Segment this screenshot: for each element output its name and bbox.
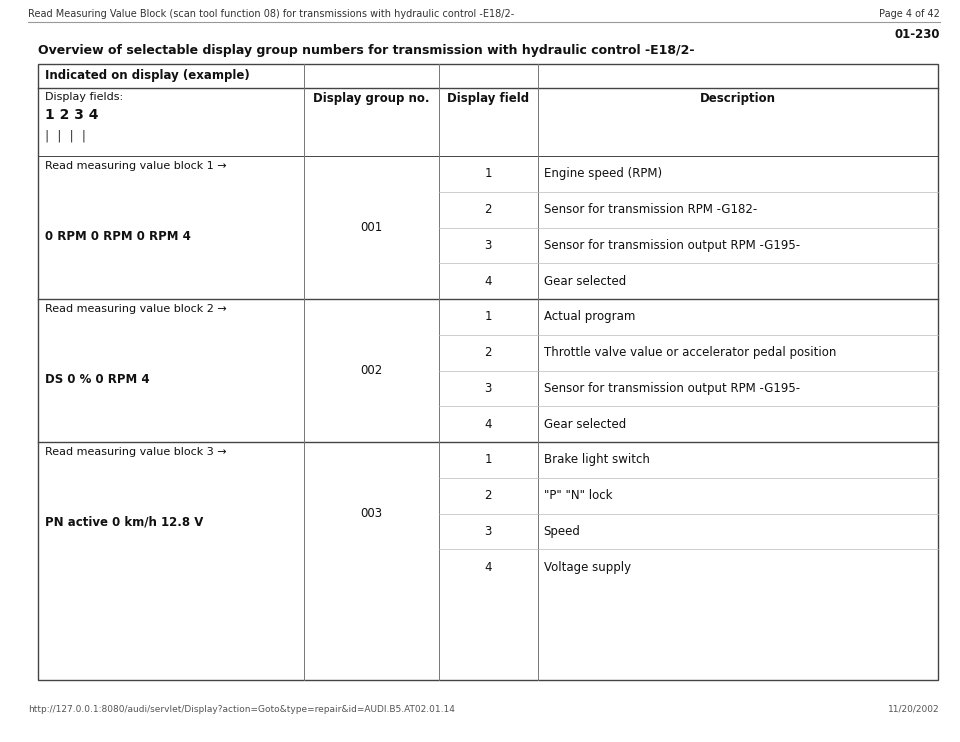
Text: 1: 1 xyxy=(484,168,492,180)
Text: 1: 1 xyxy=(484,453,492,467)
Text: Brake light switch: Brake light switch xyxy=(543,453,649,467)
Text: Display fields:: Display fields: xyxy=(45,92,123,102)
Text: 3: 3 xyxy=(484,525,492,538)
Text: Read measuring value block 1 →: Read measuring value block 1 → xyxy=(45,161,227,171)
Text: 2: 2 xyxy=(484,203,492,216)
Text: Read measuring value block 3 →: Read measuring value block 3 → xyxy=(45,447,227,457)
Text: Gear selected: Gear selected xyxy=(543,418,626,430)
Text: Engine speed (RPM): Engine speed (RPM) xyxy=(543,168,661,180)
Text: 4: 4 xyxy=(484,418,492,430)
Text: Actual program: Actual program xyxy=(543,310,635,324)
Text: Read measuring value block 2 →: Read measuring value block 2 → xyxy=(45,304,227,314)
Text: Overview of selectable display group numbers for transmission with hydraulic con: Overview of selectable display group num… xyxy=(38,44,694,57)
Text: Throttle valve value or accelerator pedal position: Throttle valve value or accelerator peda… xyxy=(543,346,836,359)
Text: Sensor for transmission output RPM -G195-: Sensor for transmission output RPM -G195… xyxy=(543,239,800,252)
Text: 0 RPM 0 RPM 0 RPM 4: 0 RPM 0 RPM 0 RPM 4 xyxy=(45,230,191,243)
Text: Display field: Display field xyxy=(447,92,529,105)
Text: 003: 003 xyxy=(360,507,382,520)
Text: "P" "N" lock: "P" "N" lock xyxy=(543,489,612,502)
Text: 001: 001 xyxy=(360,221,382,234)
Text: 2: 2 xyxy=(484,346,492,359)
Text: PN active 0 km/h 12.8 V: PN active 0 km/h 12.8 V xyxy=(45,516,204,529)
Text: 002: 002 xyxy=(360,364,382,377)
Text: |  |  |  |: | | | | xyxy=(45,130,86,143)
Text: 11/20/2002: 11/20/2002 xyxy=(888,705,940,714)
Bar xyxy=(38,64,938,680)
Text: Voltage supply: Voltage supply xyxy=(543,561,631,574)
Text: 2: 2 xyxy=(484,489,492,502)
Text: 3: 3 xyxy=(484,382,492,395)
Text: Speed: Speed xyxy=(543,525,581,538)
Text: Description: Description xyxy=(700,92,776,105)
Text: DS 0 % 0 RPM 4: DS 0 % 0 RPM 4 xyxy=(45,373,150,386)
Text: 1: 1 xyxy=(484,310,492,324)
Text: Gear selected: Gear selected xyxy=(543,275,626,288)
Text: 4: 4 xyxy=(484,561,492,574)
Text: Read Measuring Value Block (scan tool function 08) for transmissions with hydrau: Read Measuring Value Block (scan tool fu… xyxy=(28,9,515,19)
Text: Page 4 of 42: Page 4 of 42 xyxy=(879,9,940,19)
Text: Indicated on display (example): Indicated on display (example) xyxy=(45,70,250,82)
Text: 4: 4 xyxy=(484,275,492,288)
Text: 3: 3 xyxy=(484,239,492,252)
Text: http://127.0.0.1:8080/audi/servlet/Display?action=Goto&type=repair&id=AUDI.B5.AT: http://127.0.0.1:8080/audi/servlet/Displ… xyxy=(28,705,455,714)
Text: Sensor for transmission RPM -G182-: Sensor for transmission RPM -G182- xyxy=(543,203,756,216)
Text: 01-230: 01-230 xyxy=(895,28,940,41)
Text: Sensor for transmission output RPM -G195-: Sensor for transmission output RPM -G195… xyxy=(543,382,800,395)
Text: 1 2 3 4: 1 2 3 4 xyxy=(45,108,99,122)
Text: Display group no.: Display group no. xyxy=(313,92,429,105)
